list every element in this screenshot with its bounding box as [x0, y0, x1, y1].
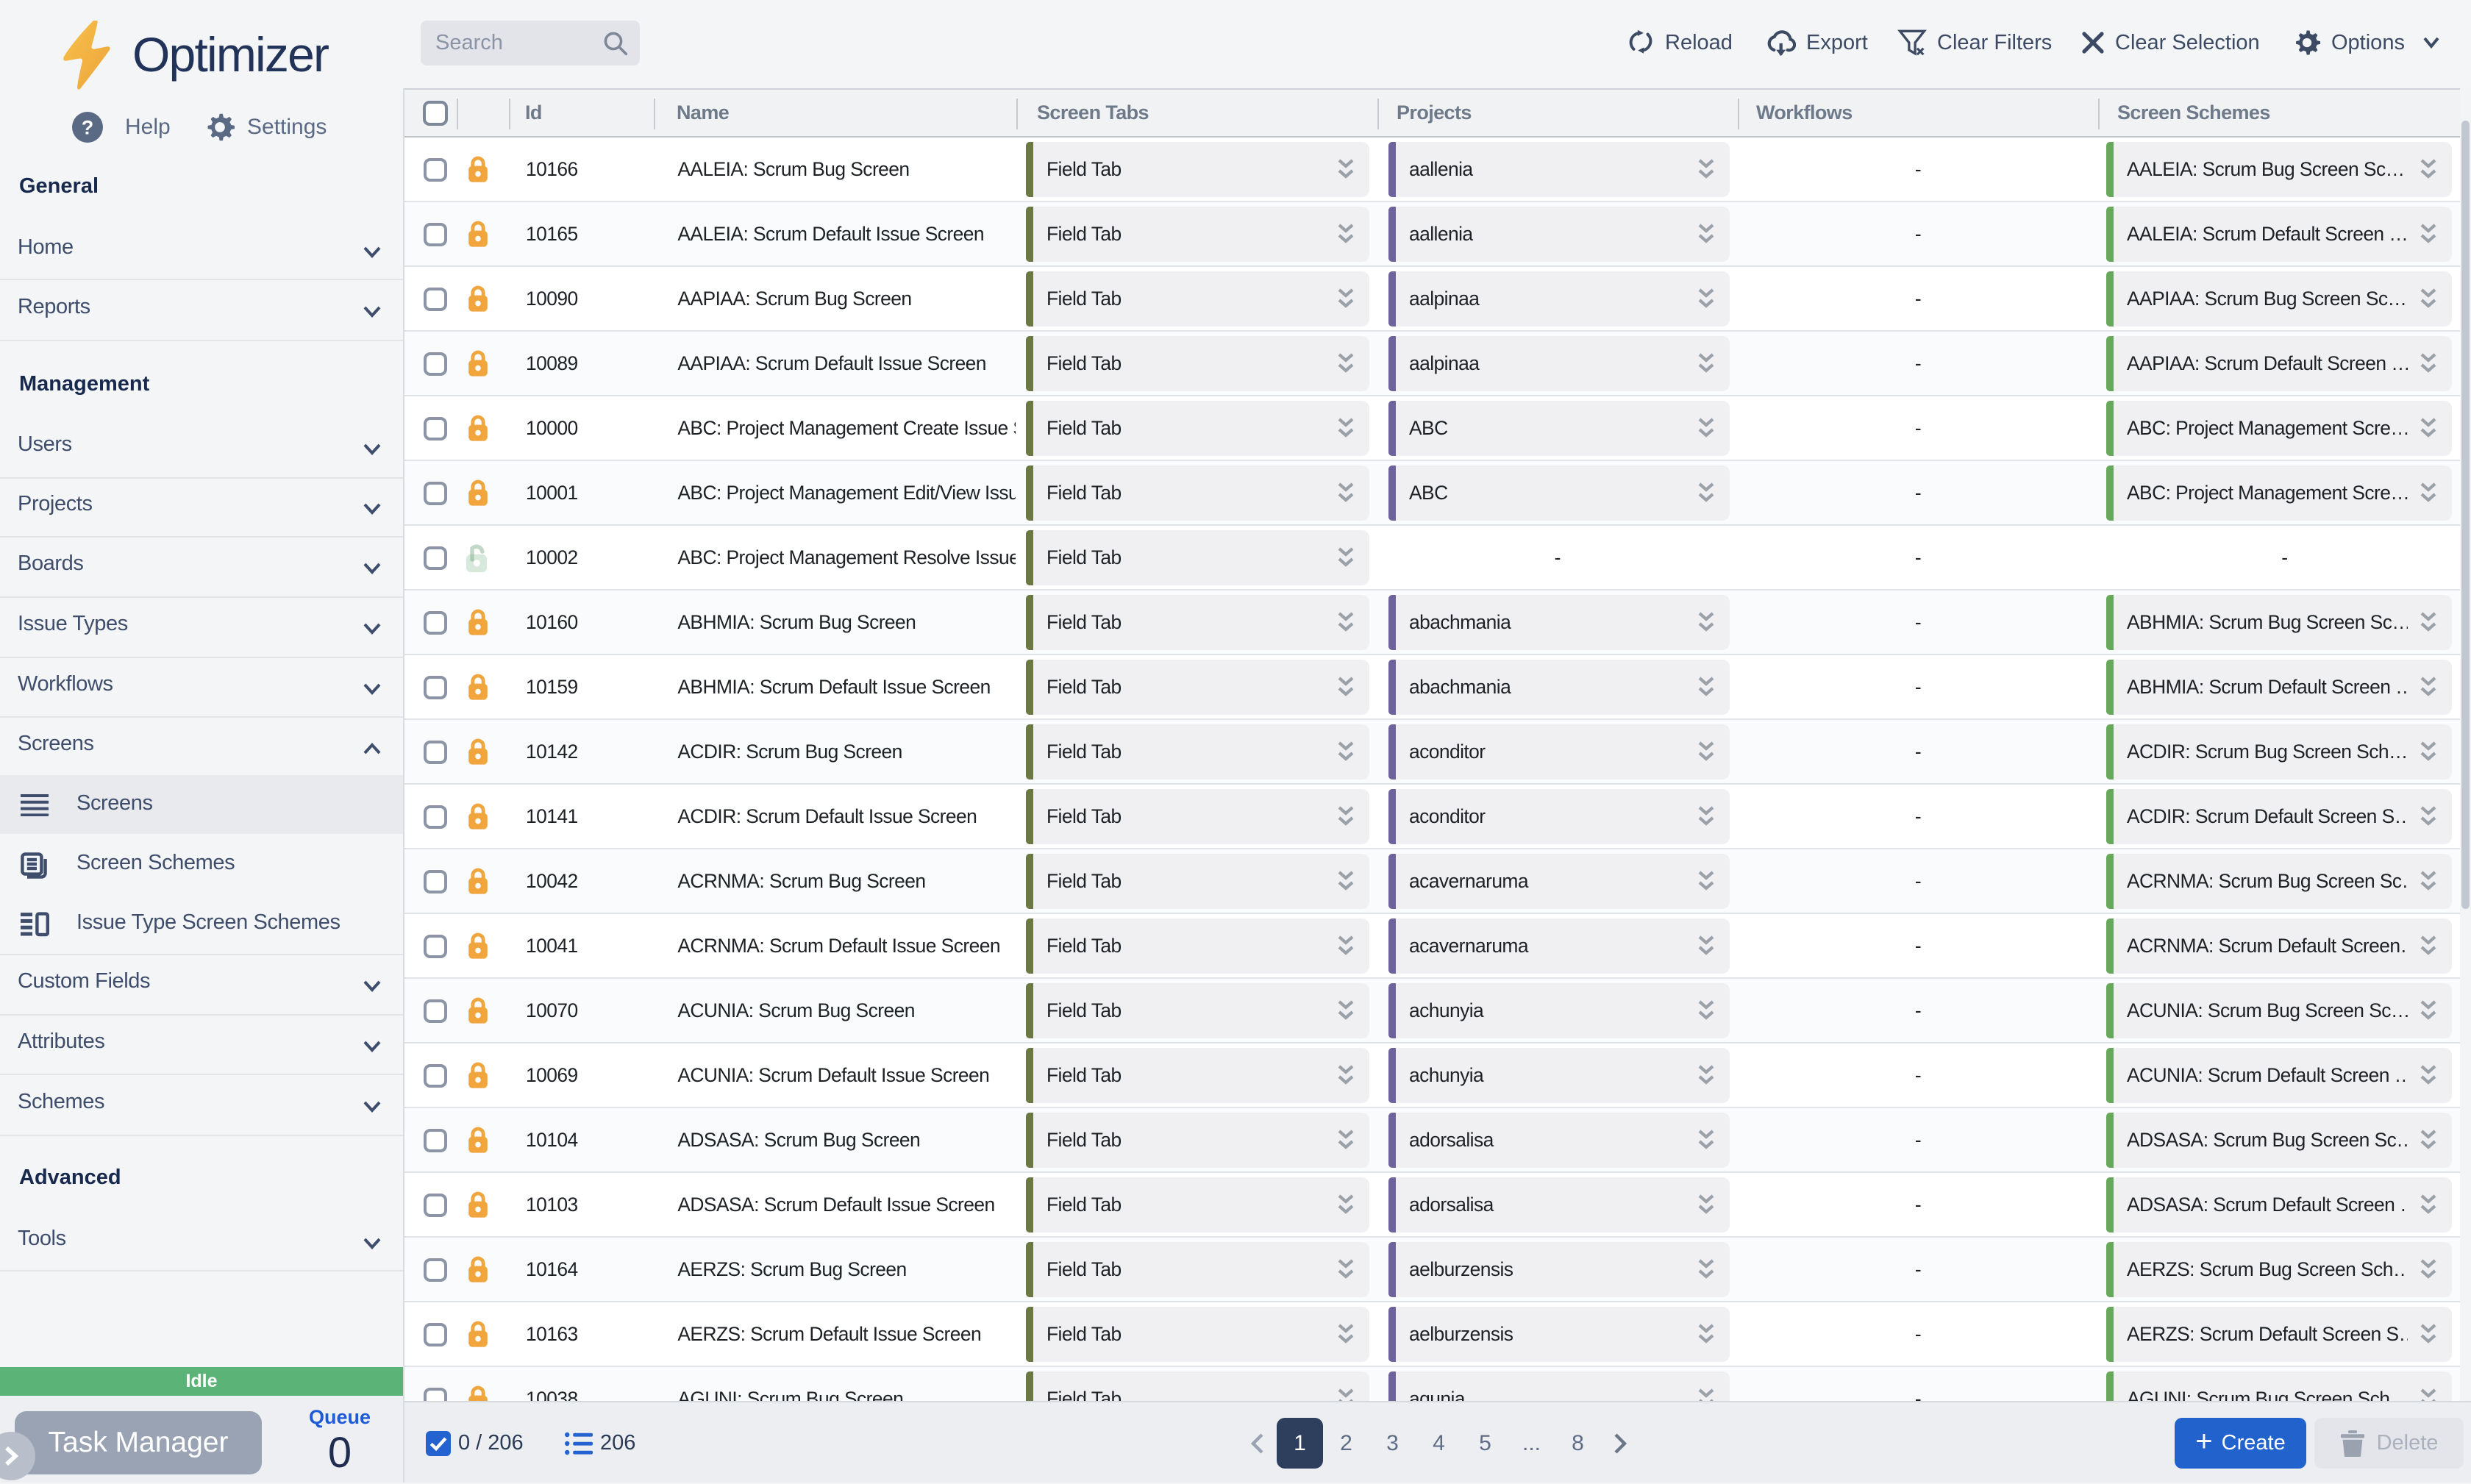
- svg-text:?: ?: [82, 116, 94, 138]
